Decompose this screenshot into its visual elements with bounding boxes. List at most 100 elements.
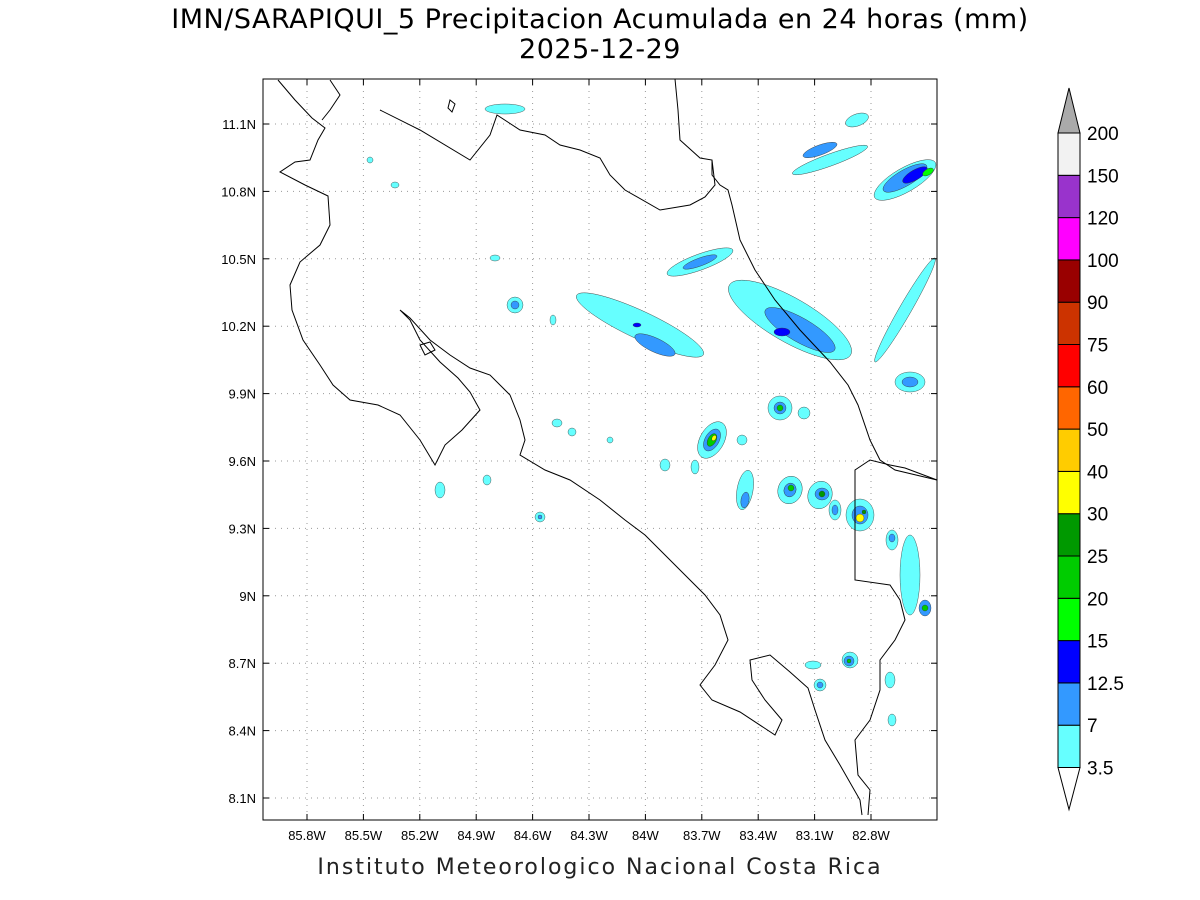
precip-contour bbox=[816, 681, 824, 689]
precip-contour bbox=[901, 376, 919, 388]
precip-contour bbox=[551, 418, 563, 428]
precip-contour bbox=[773, 327, 791, 337]
legend-swatch bbox=[1057, 386, 1081, 430]
map-title: IMN/SARAPIQUI_5 Precipitacion Acumulada … bbox=[171, 4, 1029, 35]
legend-swatch bbox=[1057, 724, 1081, 769]
lat-tick-label: 8.1N bbox=[229, 791, 256, 806]
legend-over-arrow bbox=[1057, 87, 1081, 134]
axis-ticks: 11.1N 10.8N 10.5N 10.2N 9.9N 9.6N 9.3N 9N 8.7N 8.… bbox=[221, 79, 937, 843]
precip-contour bbox=[366, 156, 374, 164]
precip-contour bbox=[787, 484, 795, 492]
precip-contour bbox=[489, 254, 501, 262]
precip-contour bbox=[792, 145, 868, 175]
precip-contour bbox=[818, 490, 826, 498]
precip-contour bbox=[606, 436, 614, 444]
legend-level-label: 20 bbox=[1087, 589, 1108, 610]
precip-contour bbox=[921, 604, 929, 612]
precip-contour bbox=[802, 142, 838, 158]
legend-swatch bbox=[1057, 428, 1081, 472]
precip-contour bbox=[632, 322, 642, 328]
legend-swatch bbox=[1057, 597, 1081, 642]
precip-contour bbox=[736, 470, 754, 510]
lat-tick-label: 8.4N bbox=[229, 724, 256, 739]
legend-swatch bbox=[1057, 640, 1081, 684]
lon-tick-label: 85.8W bbox=[288, 828, 326, 843]
legend-swatch bbox=[1057, 174, 1081, 219]
lon-tick-label: 82.8W bbox=[852, 828, 890, 843]
legend-swatch bbox=[1057, 217, 1081, 261]
precip-contour bbox=[711, 435, 717, 441]
caribbean-coast bbox=[674, 78, 938, 481]
precip-contour bbox=[888, 533, 896, 543]
lat-tick-label: 11.1N bbox=[222, 117, 256, 132]
legend-level-label: 60 bbox=[1087, 378, 1108, 399]
precip-contour bbox=[831, 504, 839, 516]
legend-swatch bbox=[1057, 682, 1081, 726]
island bbox=[419, 341, 436, 356]
legend-level-label: 120 bbox=[1087, 209, 1119, 230]
lon-tick-label: 85.5W bbox=[345, 828, 383, 843]
pacific-coast bbox=[277, 79, 863, 816]
lat-tick-label: 9N bbox=[239, 589, 256, 604]
precip-contour bbox=[797, 406, 811, 420]
legend-level-label: 15 bbox=[1087, 632, 1108, 653]
legend-swatch bbox=[1057, 555, 1081, 599]
lat-tick-label: 10.8N bbox=[221, 184, 256, 199]
lat-tick-label: 9.3N bbox=[229, 521, 256, 536]
legend-under-arrow bbox=[1057, 767, 1081, 812]
precip-contour bbox=[736, 434, 748, 446]
legend-level-label: 25 bbox=[1087, 547, 1108, 568]
legend-level-label: 200 bbox=[1087, 124, 1119, 145]
legend-level-label: 100 bbox=[1087, 251, 1119, 272]
precip-contour bbox=[740, 491, 750, 509]
lat-tick-label: 9.9N bbox=[229, 387, 256, 402]
legend-level-label: 3.5 bbox=[1087, 759, 1113, 780]
precip-contour bbox=[887, 713, 897, 727]
precip-contour bbox=[537, 514, 543, 520]
precip-contour bbox=[549, 314, 557, 326]
legend-level-label: 50 bbox=[1087, 420, 1108, 441]
legend-level-label: 12.5 bbox=[1087, 674, 1124, 695]
precip-contour bbox=[390, 181, 400, 189]
precip-contour bbox=[922, 167, 934, 177]
map-frame bbox=[262, 78, 938, 821]
precip-contour bbox=[482, 474, 492, 486]
precip-contour bbox=[567, 427, 577, 437]
lon-tick-label: 85.2W bbox=[401, 828, 439, 843]
lon-tick-label: 84.3W bbox=[570, 828, 608, 843]
lon-tick-label: 84W bbox=[632, 828, 659, 843]
precipitation-contours bbox=[366, 103, 937, 727]
legend-level-label: 90 bbox=[1087, 293, 1108, 314]
lon-tick-label: 83.1W bbox=[796, 828, 834, 843]
precip-contour bbox=[659, 458, 671, 472]
precip-contour bbox=[484, 103, 526, 115]
lat-tick-label: 10.2N bbox=[221, 319, 256, 334]
footer-credit: Instituto Meteorologico Nacional Costa R… bbox=[317, 855, 883, 880]
legend-swatch bbox=[1057, 344, 1081, 388]
legend-swatch bbox=[1057, 259, 1081, 303]
precip-contour bbox=[690, 459, 700, 475]
lat-tick-label: 8.7N bbox=[229, 656, 256, 671]
precip-contour bbox=[861, 509, 867, 515]
precip-contour bbox=[634, 333, 676, 357]
precip-contour bbox=[682, 254, 718, 270]
graticule bbox=[263, 79, 937, 820]
lat-tick-label: 9.6N bbox=[229, 454, 256, 469]
precip-contour bbox=[902, 166, 928, 184]
precip-contour bbox=[874, 257, 936, 363]
lon-tick-label: 84.9W bbox=[457, 828, 495, 843]
legend-level-label: 30 bbox=[1087, 505, 1108, 526]
legend-swatch bbox=[1057, 470, 1081, 515]
lon-tick-label: 83.4W bbox=[739, 828, 777, 843]
precip-contour bbox=[899, 534, 921, 616]
precip-contour bbox=[434, 481, 446, 499]
precip-contour bbox=[845, 112, 869, 128]
nicaragua-lake-shore bbox=[321, 79, 341, 121]
precip-contour bbox=[804, 660, 822, 670]
legend-level-label: 75 bbox=[1087, 336, 1108, 357]
legend-swatch bbox=[1057, 513, 1081, 557]
lake-island bbox=[447, 99, 456, 113]
precip-contour bbox=[855, 513, 865, 523]
lon-tick-label: 84.6W bbox=[514, 828, 552, 843]
